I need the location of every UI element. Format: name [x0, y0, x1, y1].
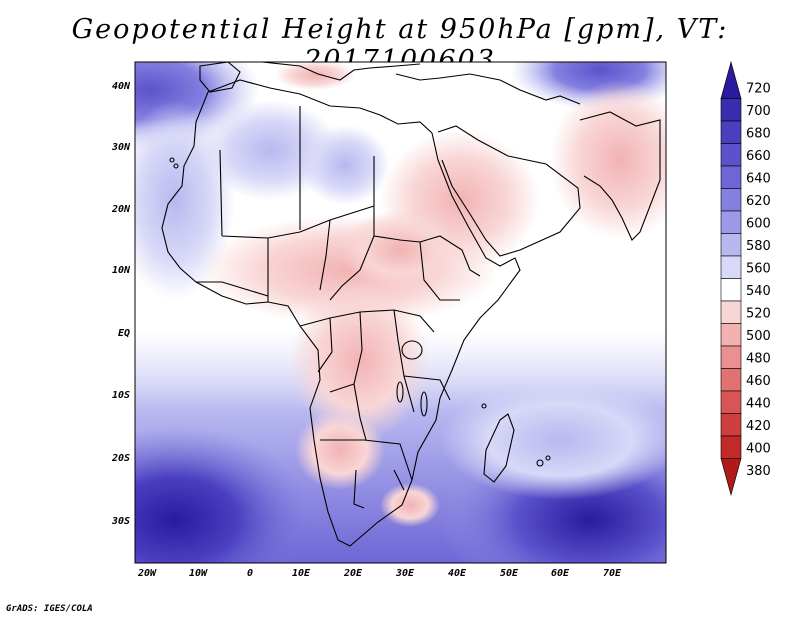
lat-label: 20S	[111, 453, 130, 464]
colorbar-segment	[720, 458, 742, 497]
colorbar-label: 600	[746, 216, 771, 231]
colorbar-segment	[720, 120, 742, 144]
lon-label: 40E	[448, 568, 467, 579]
colorbar-segment	[720, 323, 742, 347]
lon-axis: 20W 10W 0 10E 20E 30E 40E 50E 60E 70E	[137, 568, 622, 579]
lat-label: 20N	[111, 204, 131, 215]
credit-text: GrADS: IGES/COLA	[6, 604, 93, 614]
lat-label: 30N	[111, 142, 131, 153]
colorbar-label: 400	[746, 441, 771, 456]
plot-frame	[134, 61, 667, 564]
colorbar-segment	[720, 413, 742, 437]
lon-label: 20E	[343, 568, 363, 579]
lon-label: 70E	[603, 568, 622, 579]
lat-axis: 40N 30N 20N 10N EQ 10S 20S 30S	[111, 81, 131, 527]
colorbar-segment	[720, 143, 742, 167]
colorbar-segment	[720, 233, 742, 257]
lon-label: 60E	[551, 568, 570, 579]
colorbar-label: 640	[746, 171, 771, 186]
colorbar-segment	[720, 368, 742, 392]
lon-label: 30E	[395, 568, 415, 579]
lon-label: 50E	[500, 568, 519, 579]
colorbar-segment	[720, 300, 742, 324]
colorbar-segment	[720, 255, 742, 279]
colorbar-label: 620	[746, 194, 771, 209]
colorbar-label: 720	[746, 81, 771, 96]
colorbar-label: 500	[746, 329, 771, 344]
colorbar-label: 380	[746, 464, 771, 479]
colorbar-segment	[720, 210, 742, 234]
colorbar-label: 580	[746, 239, 771, 254]
colorbar-segment	[720, 188, 742, 212]
colorbar-label: 660	[746, 149, 771, 164]
coastlines	[161, 62, 661, 547]
lat-label: EQ	[118, 328, 130, 339]
colorbar-label: 480	[746, 351, 771, 366]
colorbar-label: 560	[746, 261, 771, 276]
colorbar-segment	[720, 165, 742, 189]
lat-label: 30S	[111, 516, 130, 527]
geopotential-field	[135, 62, 666, 563]
colorbar-label: 700	[746, 104, 771, 119]
lat-label: 10S	[112, 390, 130, 401]
colorbar-label: 680	[746, 126, 771, 141]
colorbar-segment	[720, 435, 742, 459]
colorbar-segment	[720, 345, 742, 369]
colorbar-segment	[720, 98, 742, 122]
colorbar-label: 460	[746, 374, 771, 389]
colorbar-segment	[720, 60, 742, 99]
colorbar-label: 520	[746, 306, 771, 321]
colorbar-label: 440	[746, 396, 771, 411]
lon-label: 10E	[292, 568, 311, 579]
colorbar	[720, 60, 742, 497]
colorbar-label: 540	[746, 284, 771, 299]
colorbar-label: 420	[746, 419, 771, 434]
lon-label: 10W	[189, 568, 208, 579]
lon-label: 20W	[137, 568, 157, 579]
colorbar-segment	[720, 278, 742, 302]
colorbar-segment	[720, 390, 742, 414]
lat-label: 10N	[112, 265, 131, 276]
map-title: Geopotential Height at 950hPa [gpm], VT:…	[71, 14, 729, 76]
colorbar-labels: 720 700 680 660 640 620 600 580 560 540 520 500 480 4…	[746, 81, 771, 479]
lon-label: 0	[247, 568, 253, 579]
lat-label: 40N	[112, 81, 131, 92]
